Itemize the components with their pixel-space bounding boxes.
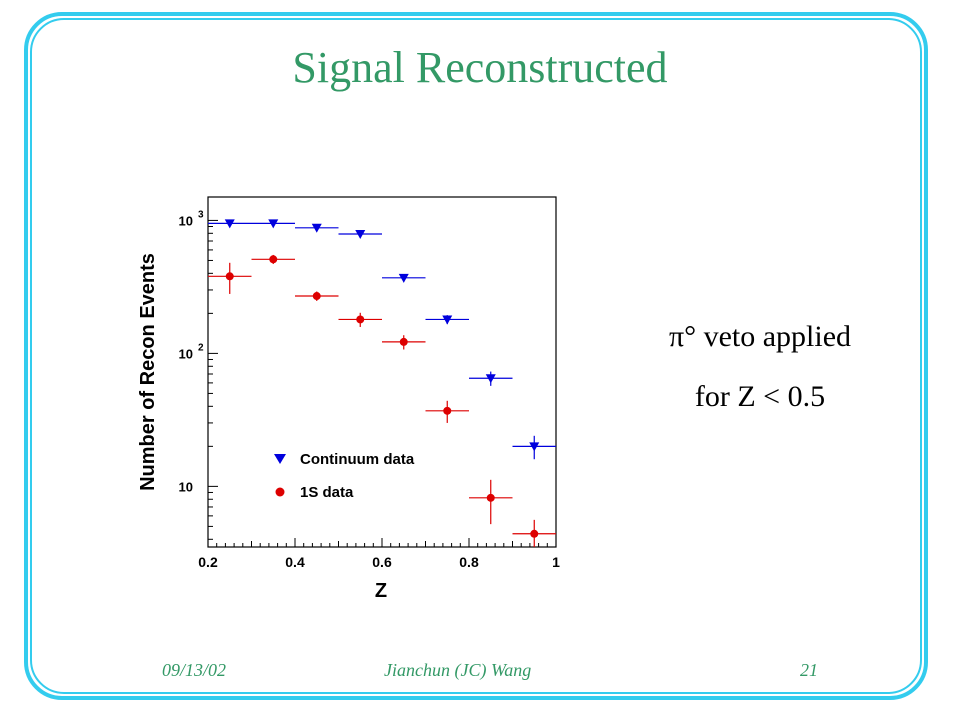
data-point-1s	[225, 272, 234, 281]
slide-frame	[24, 12, 928, 700]
data-point-1s	[269, 255, 278, 264]
legend-label: 1S data	[300, 484, 354, 501]
slide-title: Signal Reconstructed	[292, 43, 668, 92]
x-tick-label: 0.6	[372, 554, 392, 570]
note-z-cut: for Z < 0.5	[694, 380, 826, 413]
data-point-continuum	[311, 223, 322, 233]
data-point-continuum	[355, 230, 366, 240]
data-point-continuum	[268, 219, 279, 229]
x-tick-label: 0.2	[198, 554, 218, 570]
y-tick-label: 10	[179, 479, 193, 494]
y-tick-exponent: 3	[198, 209, 204, 220]
data-point-continuum	[398, 273, 409, 283]
data-point-1s	[486, 493, 495, 502]
data-point-continuum	[442, 315, 453, 325]
legend-marker-1s	[275, 487, 285, 497]
data-point-1s	[356, 315, 365, 324]
slide-frame-inner	[30, 18, 922, 694]
data-point-continuum	[485, 374, 496, 384]
y-tick-label: 10	[179, 346, 193, 361]
legend-marker-continuum	[274, 454, 286, 464]
y-tick-label: 10	[179, 213, 193, 228]
data-point-1s	[312, 292, 321, 301]
data-point-continuum	[529, 442, 540, 452]
footer-page-number: 21	[800, 660, 818, 680]
y-tick-exponent: 2	[198, 342, 204, 353]
footer-date: 09/13/02	[162, 660, 227, 680]
plot-frame	[207, 196, 557, 548]
data-point-1s	[443, 406, 452, 415]
footer-author: Jianchun (JC) Wang	[384, 660, 532, 680]
x-tick-label: 0.8	[459, 554, 479, 570]
data-point-1s	[399, 337, 408, 346]
x-axis-label: Z	[375, 580, 387, 602]
legend-label: Continuum data	[300, 451, 415, 468]
x-tick-label: 0.4	[285, 554, 305, 570]
data-point-continuum	[224, 219, 235, 229]
data-point-1s	[530, 529, 539, 538]
x-tick-label: 1	[552, 554, 560, 570]
y-axis-label: Number of Recon Events	[137, 253, 159, 491]
note-veto: π° veto applied	[668, 320, 852, 353]
